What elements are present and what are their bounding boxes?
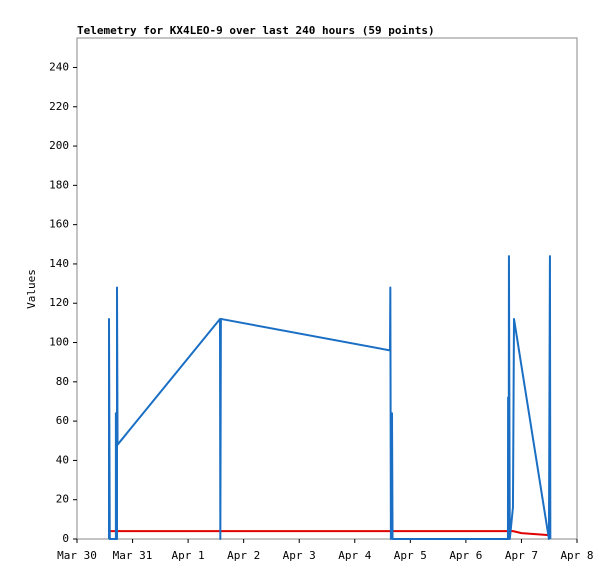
y-tick-label: 40	[56, 453, 69, 466]
x-tick-label: Apr 7	[505, 549, 538, 562]
chart-title: Telemetry for KX4LEO-9 over last 240 hou…	[77, 24, 435, 37]
series-line	[109, 530, 550, 537]
y-tick-label: 200	[49, 139, 69, 152]
y-tick-label: 180	[49, 178, 69, 191]
y-tick-label: 140	[49, 257, 69, 270]
y-tick-label: 160	[49, 218, 69, 231]
y-tick-label: 80	[56, 375, 69, 388]
series-line	[108, 255, 552, 540]
y-tick-label: 240	[49, 60, 69, 73]
y-tick-label: 220	[49, 100, 69, 113]
plot-frame	[76, 37, 578, 540]
x-tick-label: Apr 2	[227, 549, 260, 562]
y-tick-label: 0	[62, 532, 69, 545]
y-tick-label: 100	[49, 336, 69, 349]
x-tick-label: Apr 8	[560, 549, 593, 562]
y-tick-label: 60	[56, 414, 69, 427]
x-tick-label: Apr 1	[172, 549, 205, 562]
x-tick-label: Apr 6	[449, 549, 482, 562]
y-tick-label: 20	[56, 493, 69, 506]
x-tick-label: Apr 3	[283, 549, 316, 562]
x-tick-label: Mar 30	[57, 549, 97, 562]
y-tick-label: 120	[49, 296, 69, 309]
y-axis-label: Values	[25, 269, 38, 309]
x-tick-label: Apr 4	[338, 549, 371, 562]
x-tick-label: Mar 31	[113, 549, 153, 562]
x-tick-label: Apr 5	[394, 549, 427, 562]
